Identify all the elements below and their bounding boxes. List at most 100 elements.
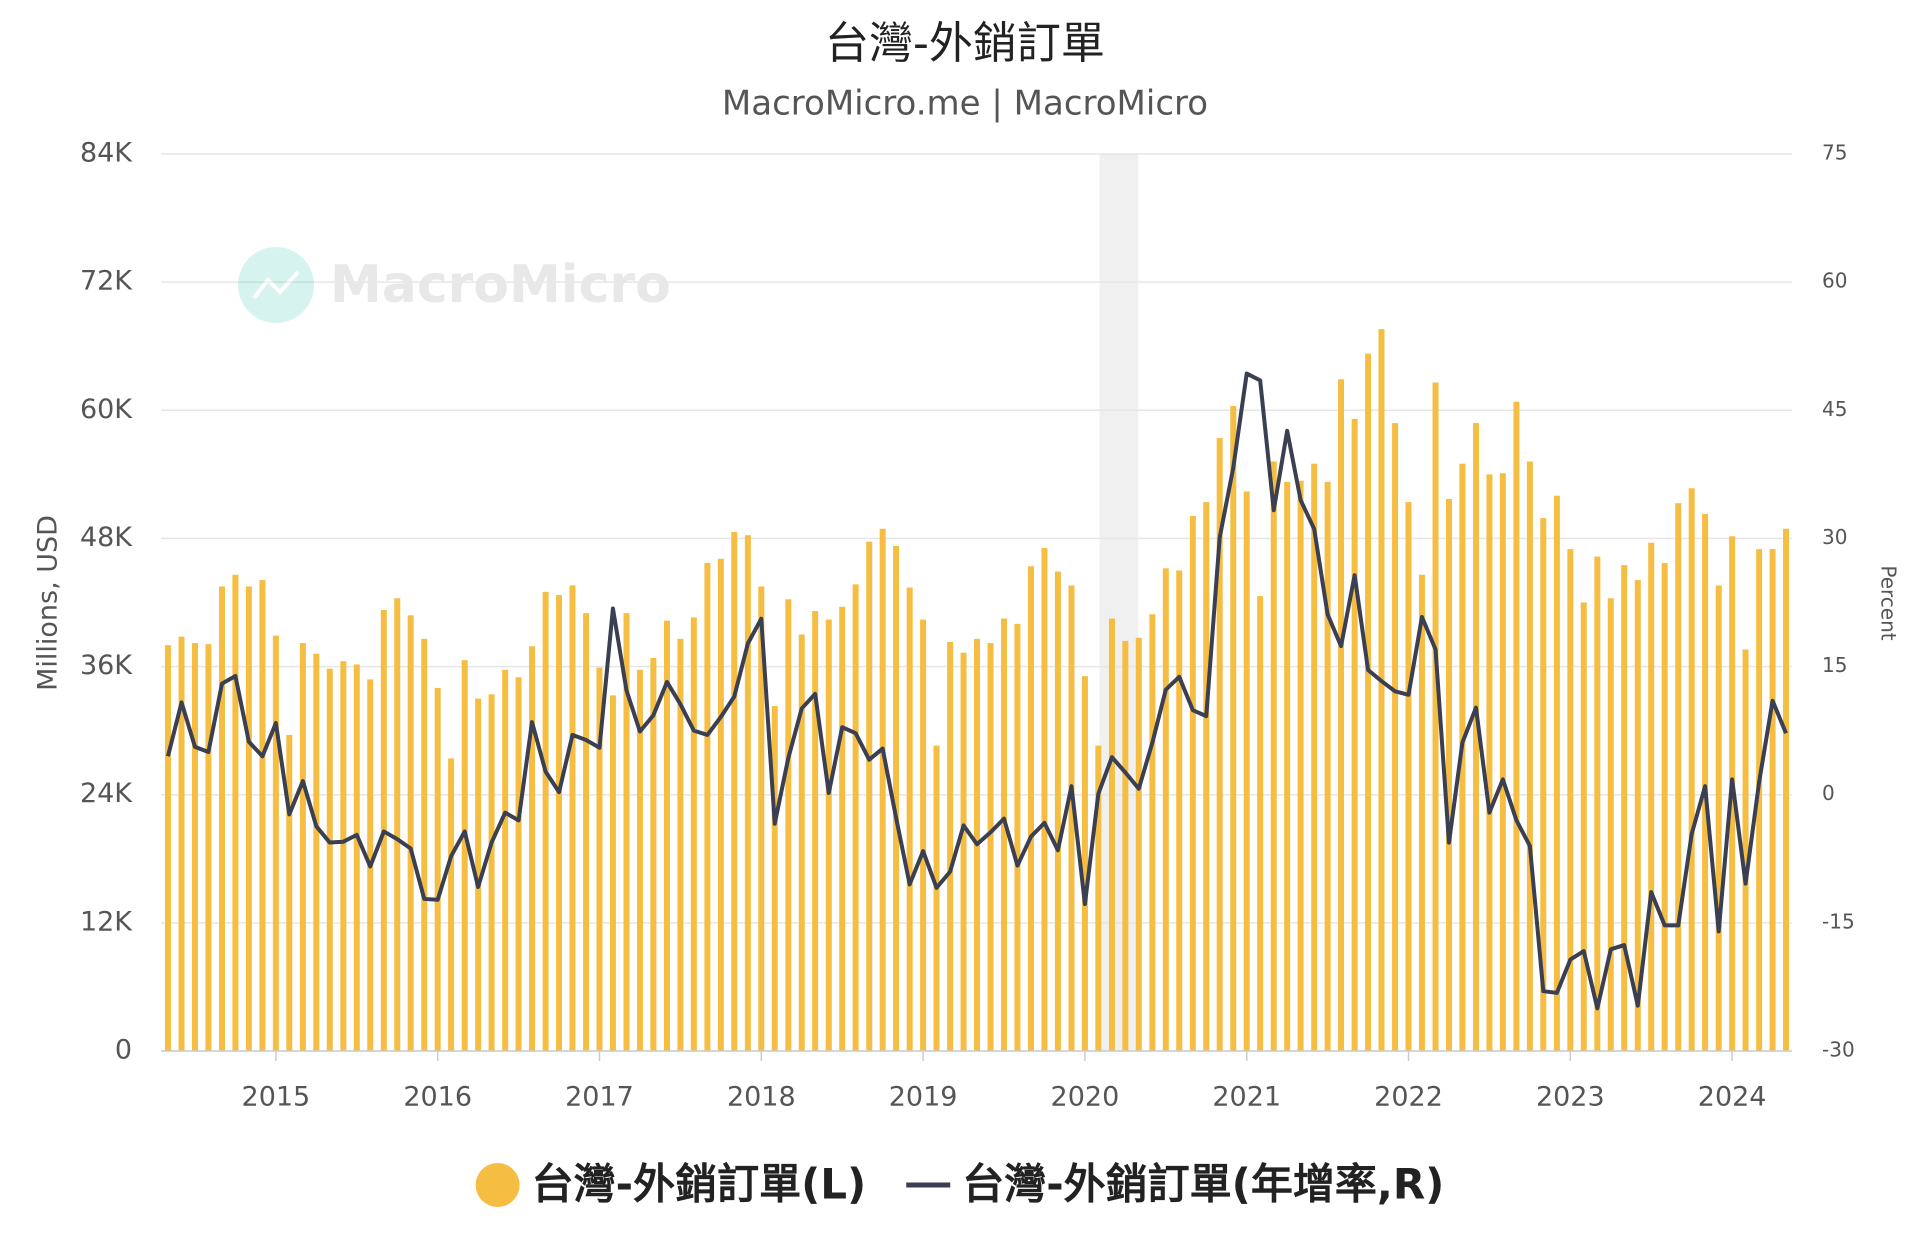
x-tick-label: 2020 — [1051, 1082, 1120, 1113]
bar — [1783, 528, 1790, 1051]
y2-tick-label: -30 — [1822, 1038, 1855, 1062]
watermark: MacroMicro — [330, 255, 671, 315]
legend-label: 台灣-外銷訂單(年增率,R) — [962, 1160, 1444, 1209]
bar — [1445, 498, 1452, 1051]
y2-axis-title: Percent — [1877, 565, 1901, 640]
legend: 台灣-外銷訂單(L) 台灣-外銷訂單(年增率,R) — [475, 1160, 1444, 1209]
bar — [1486, 474, 1493, 1051]
watermark-logo — [238, 247, 314, 323]
x-tick-label: 2018 — [727, 1082, 796, 1113]
bar — [1742, 649, 1749, 1051]
x-tick-label: 2023 — [1536, 1082, 1605, 1113]
bar — [1149, 614, 1156, 1051]
bar — [609, 695, 616, 1051]
bar — [219, 586, 226, 1051]
bar — [1135, 637, 1142, 1051]
bar — [488, 694, 495, 1051]
y-tick-label: 24K — [80, 778, 133, 809]
bar — [448, 758, 455, 1051]
bar — [1001, 618, 1008, 1051]
bar — [1378, 329, 1385, 1052]
bar — [744, 535, 751, 1051]
bar — [1108, 618, 1115, 1051]
chart-subtitle: MacroMicro.me | MacroMicro — [722, 84, 1208, 124]
bar — [1567, 549, 1574, 1051]
bar — [960, 652, 967, 1051]
y-tick-label: 60K — [80, 394, 133, 425]
bar — [704, 562, 711, 1051]
line-series — [166, 371, 1788, 1011]
bar — [1392, 423, 1399, 1052]
bar — [663, 620, 670, 1051]
bar — [1324, 481, 1331, 1051]
bar — [690, 617, 697, 1051]
x-tick-label: 2022 — [1374, 1082, 1443, 1113]
y-axis-title: Millions, USD — [33, 515, 64, 691]
bar — [1648, 542, 1655, 1051]
bar — [717, 558, 724, 1051]
bar — [1216, 438, 1223, 1051]
bar — [1472, 423, 1479, 1052]
bar — [1230, 406, 1237, 1051]
bar — [1284, 481, 1291, 1051]
bar — [798, 634, 805, 1051]
bar — [1526, 461, 1533, 1051]
bar — [1553, 495, 1560, 1051]
bar — [1351, 418, 1358, 1051]
bar — [987, 643, 994, 1051]
bar — [1297, 480, 1304, 1051]
bar — [623, 613, 630, 1051]
bar — [1634, 580, 1641, 1051]
bar — [1580, 602, 1587, 1051]
bar — [1189, 516, 1196, 1051]
bar — [1675, 503, 1682, 1051]
bar — [771, 706, 778, 1051]
lines — [166, 371, 1788, 1011]
bar — [164, 645, 171, 1051]
bar — [1122, 640, 1129, 1051]
y-tick-label: 72K — [80, 266, 133, 297]
bar — [313, 653, 320, 1051]
bar — [1054, 571, 1061, 1051]
bar — [529, 646, 536, 1051]
bar — [542, 591, 549, 1051]
bar — [583, 613, 590, 1051]
bar — [906, 587, 913, 1051]
bar — [475, 698, 482, 1051]
y2-tick-label: 15 — [1822, 653, 1847, 677]
bar — [340, 661, 347, 1051]
bar — [232, 574, 239, 1051]
bar — [1257, 596, 1264, 1051]
bar — [299, 643, 306, 1051]
bar — [677, 638, 684, 1051]
bar — [272, 635, 279, 1051]
bar — [434, 687, 441, 1051]
y2-tick-label: 60 — [1822, 269, 1847, 293]
legend-item: 台灣-外銷訂單(L) — [475, 1160, 867, 1209]
y2-tick-label: 45 — [1822, 397, 1847, 421]
y-tick-label: 12K — [80, 906, 133, 937]
bar — [1243, 491, 1250, 1051]
bar — [1769, 549, 1776, 1051]
x-tick-label: 2021 — [1212, 1082, 1281, 1113]
x-tick-label: 2019 — [889, 1082, 958, 1113]
y2-tick-label: 30 — [1822, 525, 1847, 549]
legend-swatch — [475, 1163, 520, 1207]
bar — [394, 598, 401, 1051]
bar — [556, 595, 563, 1051]
bar — [1621, 565, 1628, 1051]
legend-label: 台灣-外銷訂單(L) — [532, 1160, 867, 1209]
bar — [515, 677, 522, 1051]
bar — [1513, 401, 1520, 1051]
bar — [245, 586, 252, 1051]
bar — [1365, 353, 1372, 1051]
bar — [785, 599, 792, 1051]
bar — [893, 545, 900, 1051]
bar — [353, 664, 360, 1051]
bar — [1756, 549, 1763, 1051]
bar — [407, 615, 414, 1051]
bar — [1715, 585, 1722, 1051]
bar — [825, 619, 832, 1051]
